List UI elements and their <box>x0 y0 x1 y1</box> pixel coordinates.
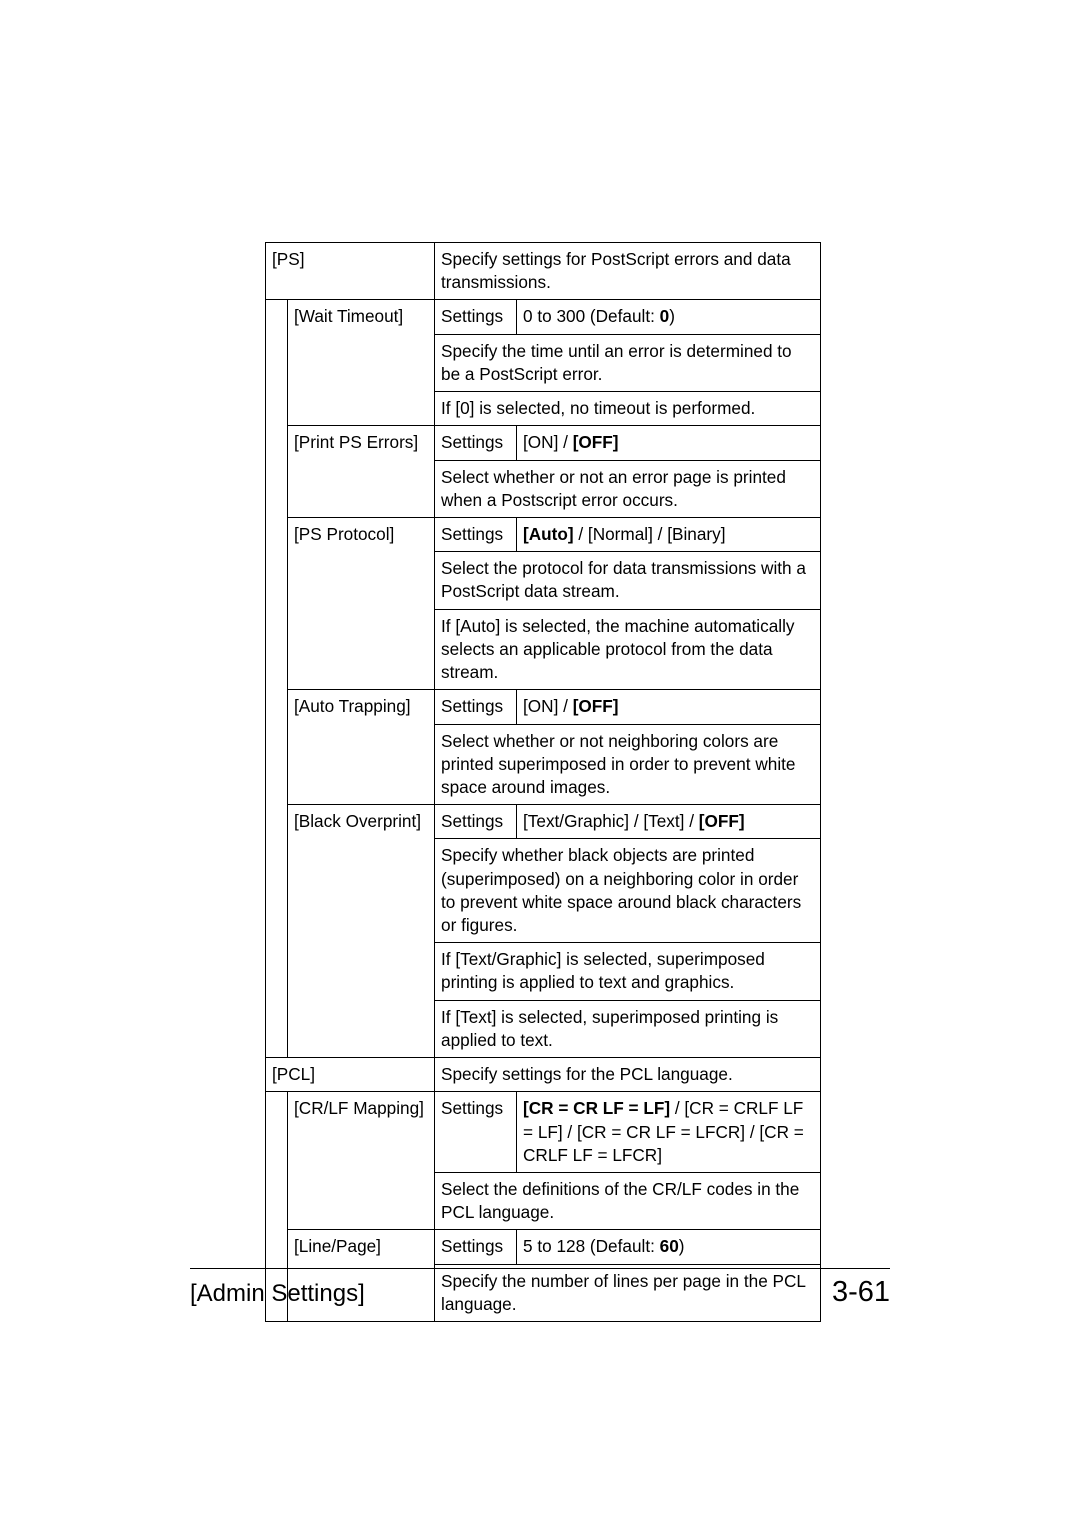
val-post: / [Normal] / [Binary] <box>574 524 726 544</box>
table-row: [CR/LF Mapping] Settings [CR = CR LF = L… <box>266 1092 821 1173</box>
table-row: [Black Overprint] Settings [Text/Graphic… <box>266 805 821 839</box>
settings-label: Settings <box>435 300 517 334</box>
settings-value: [Auto] / [Normal] / [Binary] <box>517 517 821 551</box>
val-pre: [ON] / <box>523 432 573 452</box>
settings-label: Settings <box>435 1092 517 1173</box>
ps-protocol-name: [PS Protocol] <box>288 517 435 689</box>
val-pre: 5 to 128 (Default: <box>523 1236 660 1256</box>
settings-label: Settings <box>435 1230 517 1264</box>
black-overprint-desc1: Specify whether black objects are printe… <box>435 839 821 943</box>
settings-label: Settings <box>435 805 517 839</box>
ps-protocol-desc2: If [Auto] is selected, the machine autom… <box>435 609 821 690</box>
black-overprint-desc2: If [Text/Graphic] is selected, superimpo… <box>435 943 821 1000</box>
val-bold: [OFF] <box>573 432 619 452</box>
wait-timeout-desc1: Specify the time until an error is deter… <box>435 334 821 391</box>
pcl-desc: Specify settings for the PCL language. <box>435 1058 821 1092</box>
crlf-mapping-name: [CR/LF Mapping] <box>288 1092 435 1230</box>
footer-title: [Admin Settings] <box>190 1280 365 1308</box>
val-bold: [OFF] <box>573 696 619 716</box>
settings-value: [ON] / [OFF] <box>517 690 821 724</box>
table-row: [PS] Specify settings for PostScript err… <box>266 243 821 300</box>
settings-label: Settings <box>435 690 517 724</box>
val-bold: [Auto] <box>523 524 574 544</box>
table-row: [Print PS Errors] Settings [ON] / [OFF] <box>266 426 821 460</box>
ps-protocol-desc1: Select the protocol for data transmissio… <box>435 552 821 609</box>
page: [PS] Specify settings for PostScript err… <box>0 0 1080 1527</box>
val-post: ) <box>679 1236 685 1256</box>
ps-desc: Specify settings for PostScript errors a… <box>435 243 821 300</box>
black-overprint-desc3: If [Text] is selected, superimposed prin… <box>435 1000 821 1057</box>
val-bold: 60 <box>660 1236 679 1256</box>
print-ps-errors-desc: Select whether or not an error page is p… <box>435 460 821 517</box>
val-post: ) <box>669 306 675 326</box>
auto-trapping-desc: Select whether or not neighboring colors… <box>435 724 821 805</box>
settings-table: [PS] Specify settings for PostScript err… <box>265 242 821 1322</box>
val-pre: 0 to 300 (Default: <box>523 306 660 326</box>
val-pre: [Text/Graphic] / [Text] / <box>523 811 699 831</box>
auto-trapping-name: [Auto Trapping] <box>288 690 435 805</box>
settings-label: Settings <box>435 517 517 551</box>
settings-label: Settings <box>435 426 517 460</box>
ps-indent <box>266 300 288 1058</box>
settings-value: 5 to 128 (Default: 60) <box>517 1230 821 1264</box>
table-row: [PCL] Specify settings for the PCL langu… <box>266 1058 821 1092</box>
val-pre: [ON] / <box>523 696 573 716</box>
wait-timeout-desc2: If [0] is selected, no timeout is perfor… <box>435 392 821 426</box>
print-ps-errors-name: [Print PS Errors] <box>288 426 435 518</box>
settings-value: [ON] / [OFF] <box>517 426 821 460</box>
table-row: [Wait Timeout] Settings 0 to 300 (Defaul… <box>266 300 821 334</box>
page-number: 3-61 <box>832 1276 890 1309</box>
val-bold: [CR = CR LF = LF] <box>523 1098 670 1118</box>
crlf-mapping-desc: Select the definitions of the CR/LF code… <box>435 1173 821 1230</box>
val-bold: 0 <box>660 306 670 326</box>
black-overprint-name: [Black Overprint] <box>288 805 435 1058</box>
line-page-desc: Specify the number of lines per page in … <box>435 1264 821 1321</box>
wait-timeout-name: [Wait Timeout] <box>288 300 435 426</box>
table-row: [Line/Page] Settings 5 to 128 (Default: … <box>266 1230 821 1264</box>
table-row: [PS Protocol] Settings [Auto] / [Normal]… <box>266 517 821 551</box>
content-area: [PS] Specify settings for PostScript err… <box>265 242 820 1322</box>
val-bold: [OFF] <box>699 811 745 831</box>
settings-value: [CR = CR LF = LF] / [CR = CRLF LF = LF] … <box>517 1092 821 1173</box>
pcl-label: [PCL] <box>266 1058 435 1092</box>
table-row: [Auto Trapping] Settings [ON] / [OFF] <box>266 690 821 724</box>
footer-divider <box>190 1268 890 1269</box>
settings-value: [Text/Graphic] / [Text] / [OFF] <box>517 805 821 839</box>
ps-label: [PS] <box>266 243 435 300</box>
settings-value: 0 to 300 (Default: 0) <box>517 300 821 334</box>
